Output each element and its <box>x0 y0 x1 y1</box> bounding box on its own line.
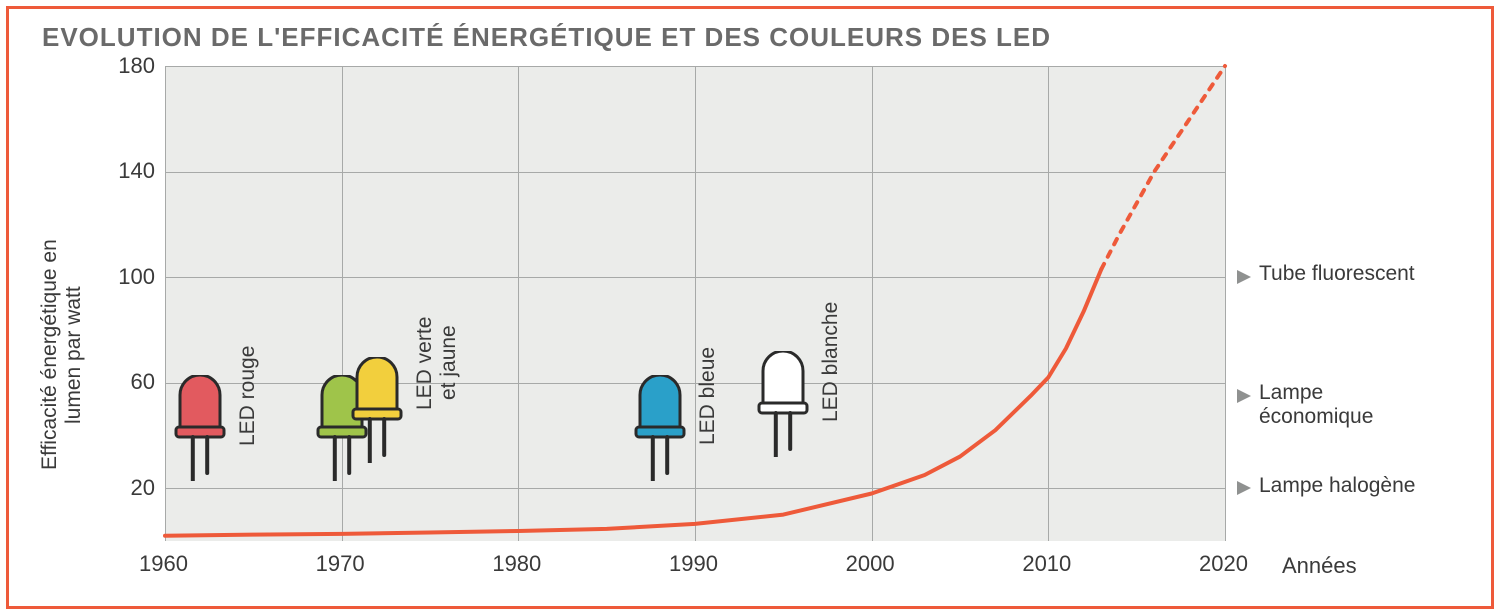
led-blue-icon <box>634 375 686 486</box>
chart-title: EVOLUTION DE L'EFFICACITÉ ÉNERGÉTIQUE ET… <box>42 22 1051 53</box>
y-tick-label: 180 <box>118 53 155 79</box>
reference-arrow-icon <box>1237 270 1251 284</box>
x-tick-label: 1980 <box>492 551 541 577</box>
led-yellow-icon <box>351 357 403 468</box>
x-tick-label: 2010 <box>1022 551 1071 577</box>
led-yellow-label: LED verteet jaune <box>413 263 461 463</box>
x-axis-title: Années <box>1282 553 1357 579</box>
x-tick-label: 2000 <box>846 551 895 577</box>
reference-label: Lampeéconomique <box>1259 381 1373 429</box>
x-tick-label: 1990 <box>669 551 718 577</box>
x-tick-label: 1970 <box>316 551 365 577</box>
led-blue-label: LED bleue <box>696 311 720 481</box>
grid-line-v <box>1225 66 1226 541</box>
y-tick-label: 20 <box>131 475 155 501</box>
reference-arrow-icon <box>1237 481 1251 495</box>
x-tick-label: 2020 <box>1199 551 1248 577</box>
reference-arrow-icon <box>1237 389 1251 403</box>
y-axis-title: Efficacité énergétique enlumen par watt <box>38 155 86 555</box>
y-tick-label: 140 <box>118 158 155 184</box>
reference-label: Lampe halogène <box>1259 474 1415 498</box>
led-red-icon <box>174 375 226 486</box>
led-white-label: LED blanche <box>819 267 843 457</box>
x-tick-label: 1960 <box>139 551 188 577</box>
y-tick-label: 60 <box>131 369 155 395</box>
reference-label: Tube fluorescent <box>1259 262 1415 286</box>
y-tick-label: 100 <box>118 264 155 290</box>
led-white-icon <box>757 351 809 462</box>
led-red-label: LED rouge <box>236 311 260 481</box>
curve-dashed <box>1101 66 1225 269</box>
